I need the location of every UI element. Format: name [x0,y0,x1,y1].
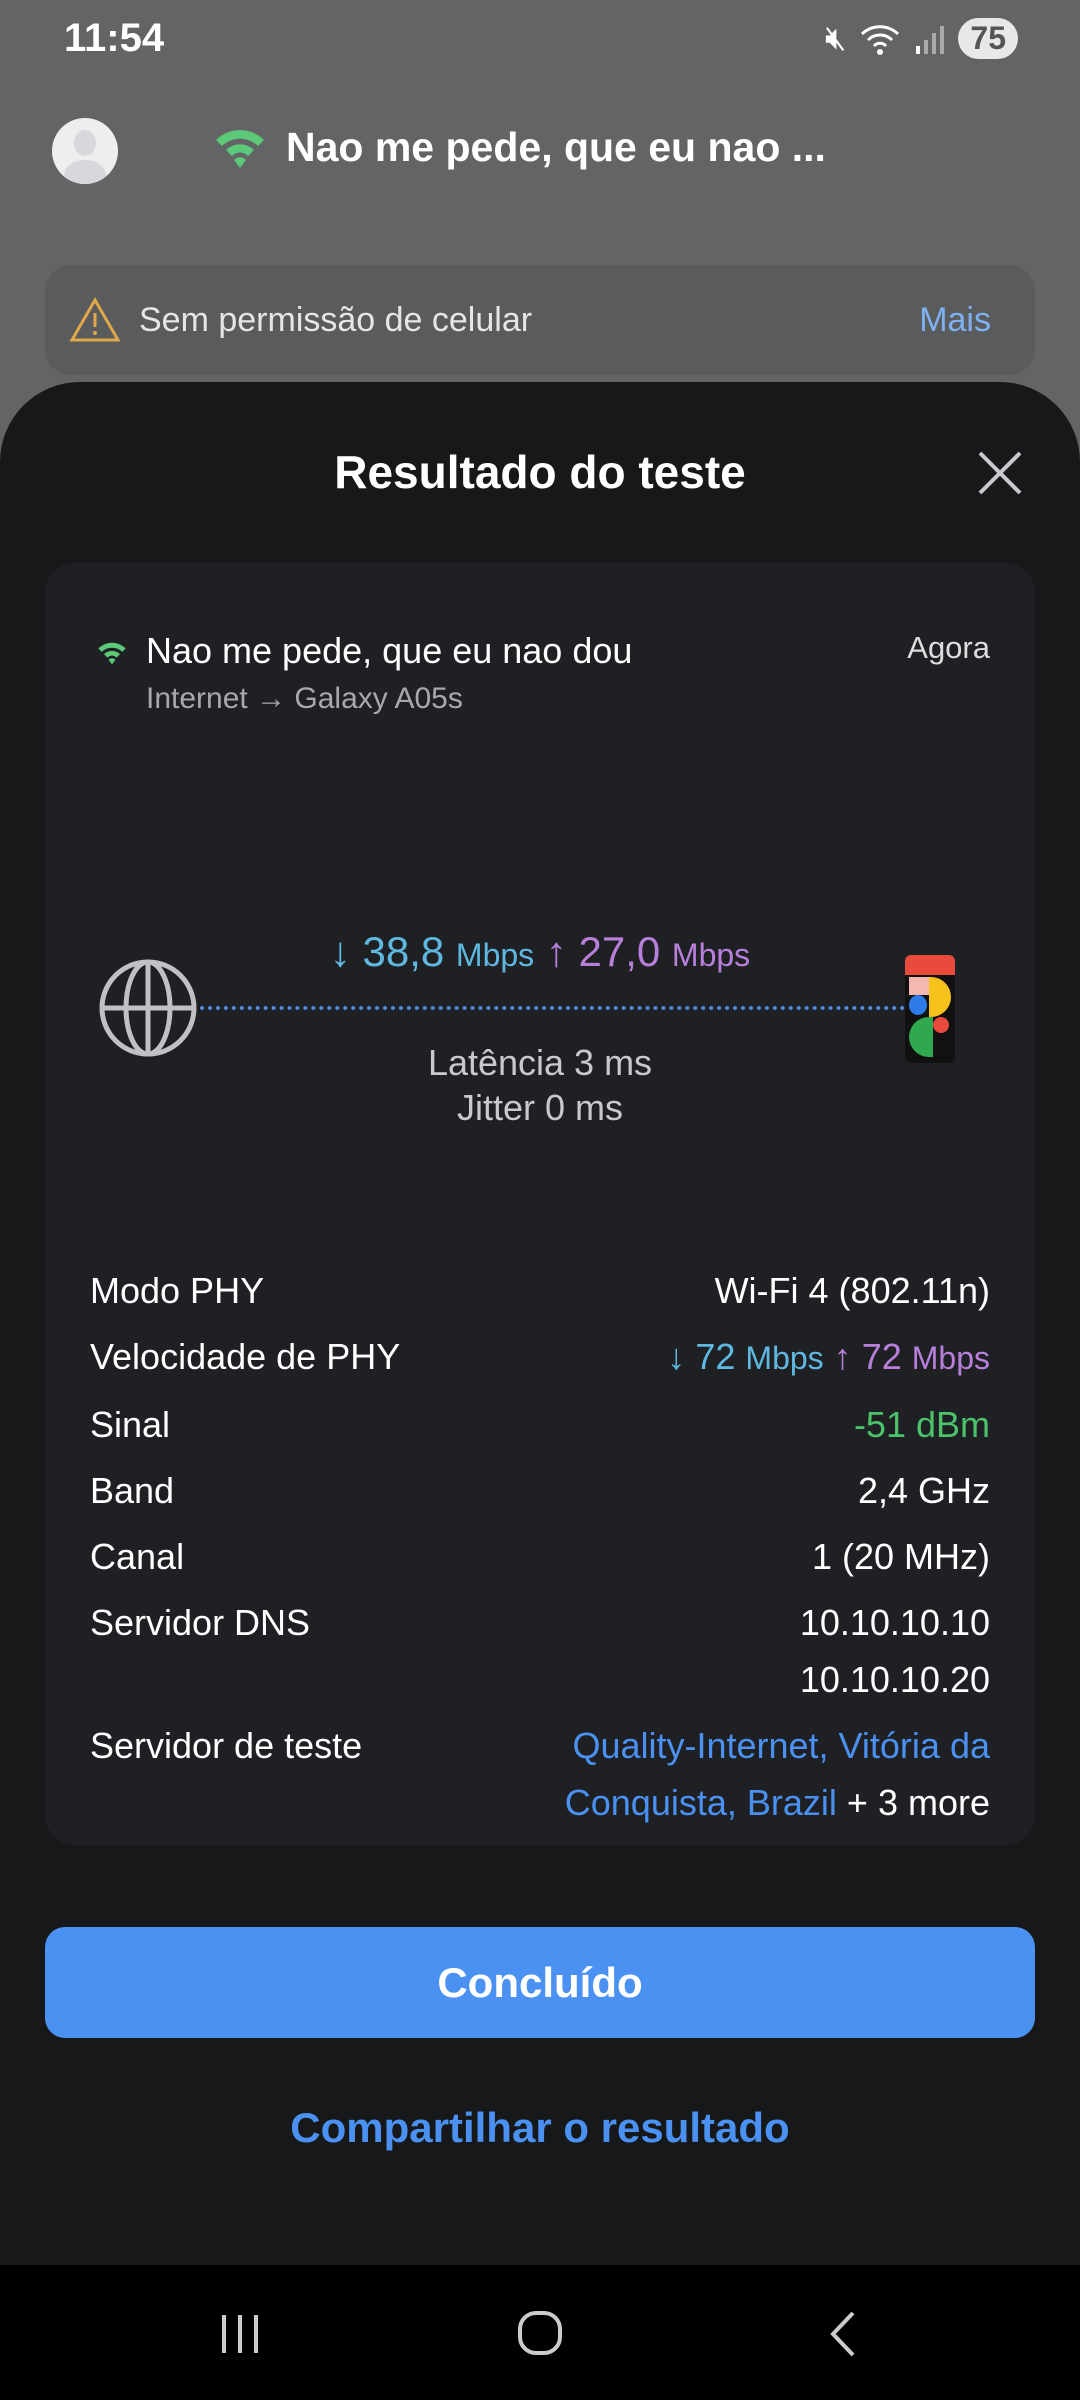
row-phy-mode: Modo PHY Wi-Fi 4 (802.11n) [90,1262,990,1319]
download-speed: 38,8 [362,928,445,975]
jitter: Jitter 0 ms [456,1087,624,1128]
label: Servidor DNS [90,1602,311,1643]
value: -51 dBm [853,1404,990,1445]
status-icons: 🔇︎ 75 [825,18,1018,59]
battery-indicator: 75 [958,18,1018,59]
avatar[interactable] [52,118,118,184]
upload-unit: Mbps [671,937,751,973]
latency-info: Latência 3 ms Jitter 0 ms [0,1040,1080,1130]
row-phy-speed: Velocidade de PHY ↓ 72 Mbps ↑ 72 Mbps [90,1328,990,1387]
network-header[interactable]: Nao me pede, que eu nao ... [212,124,826,171]
row-band: Band 2,4 GHz [90,1462,990,1519]
result-time: Agora [907,630,990,665]
warning-icon [69,297,121,342]
row-dns: Servidor DNS 10.10.10.10 10.10.10.20 [90,1594,990,1708]
dns-2: 10.10.10.20 [799,1659,990,1700]
status-time: 11:54 [64,16,165,60]
more-servers[interactable]: + 3 more [846,1782,990,1823]
value: 2,4 GHz [857,1470,990,1511]
download-arrow-icon: ↓ [329,928,351,975]
home-icon[interactable] [510,2309,570,2359]
close-icon[interactable] [975,448,1025,498]
wifi-icon [216,129,264,168]
value: Wi-Fi 4 (802.11n) [714,1270,990,1311]
result-path: Internet → Galaxy A05s [146,682,463,715]
share-result-button[interactable]: Compartilhar o resultado [290,2104,790,2151]
down-arrow-icon: ↓ [667,1336,686,1377]
server-link-2[interactable]: Conquista, Brazil [564,1782,837,1823]
phy-up: 72 [861,1336,902,1377]
label: Sinal [90,1404,171,1445]
phy-down: 72 [695,1336,736,1377]
network-name: Nao me pede, que eu nao ... [286,124,826,170]
server-link[interactable]: Quality-Internet, Vitória da [572,1725,990,1766]
recents-icon[interactable] [210,2309,270,2359]
result-network-name: Nao me pede, que eu nao dou [146,630,633,671]
result-card [45,563,1035,1845]
mute-icon: 🔇︎ [824,19,847,57]
navigation-bar [0,2265,1080,2400]
more-link[interactable]: Mais [919,300,991,339]
wifi-icon [98,642,126,665]
permission-banner: Sem permissão de celular Mais [45,265,1035,375]
done-button[interactable]: Concluído [45,1927,1035,2038]
banner-text: Sem permissão de celular [139,300,533,339]
latency: Latência 3 ms [427,1042,653,1083]
signal-icon [916,25,945,54]
label: Canal [90,1536,185,1577]
label: Band [90,1470,175,1511]
label: Velocidade de PHY [90,1336,401,1377]
upload-arrow-icon: ↑ [545,928,567,975]
connection-line [200,1006,905,1010]
wifi-icon [861,24,900,55]
value: 1 (20 MHz) [811,1536,990,1577]
dns-1: 10.10.10.10 [799,1602,990,1643]
upload-speed: 27,0 [578,928,661,975]
globe-icon [99,959,197,1057]
row-test-server: Servidor de teste Quality-Internet, Vitór… [90,1717,990,1831]
label: Servidor de teste [90,1725,363,1766]
label: Modo PHY [90,1270,265,1311]
row-channel: Canal 1 (20 MHz) [90,1528,990,1585]
unit: Mbps [911,1340,990,1376]
row-signal: Sinal -51 dBm [90,1396,990,1453]
sheet-title: Resultado do teste [334,446,746,498]
up-arrow-icon: ↑ [833,1336,852,1377]
speed-summary: ↓ 38,8 Mbps ↑ 27,0 Mbps [0,928,1080,976]
download-unit: Mbps [455,937,535,973]
back-icon[interactable] [815,2309,875,2359]
unit: Mbps [745,1340,824,1376]
phone-icon [905,955,955,1063]
